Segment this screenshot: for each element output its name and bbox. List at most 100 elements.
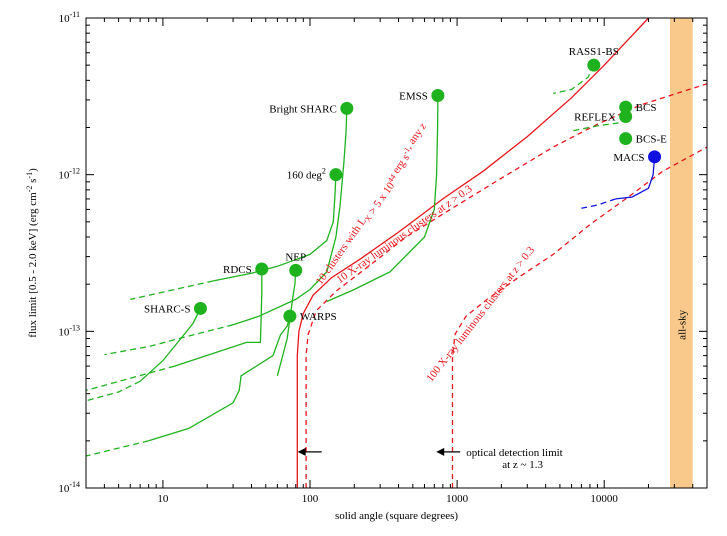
allsky-layer <box>669 18 693 488</box>
point-label: RDCS <box>223 264 252 276</box>
point-label-text: SHARC-S <box>144 303 190 315</box>
survey-point <box>619 100 633 114</box>
point-label-text: BCS-E <box>636 134 667 146</box>
y-tick-base: 10 <box>58 483 70 495</box>
survey-curve-dashed <box>553 64 595 95</box>
point-label: SHARC-S <box>144 303 190 315</box>
point-label-text: Bright SHARC <box>269 103 337 115</box>
y-title-part: s <box>27 179 39 186</box>
point-label: MACS <box>613 152 644 164</box>
optical-limit-line2: at z ~ 1.3 <box>502 459 543 471</box>
survey-curve <box>232 108 348 326</box>
x-axis-title: solid angle (square degrees) <box>335 510 458 522</box>
survey-point <box>431 89 445 103</box>
arrow-head <box>436 447 445 456</box>
point-label: WARPS <box>300 311 337 323</box>
point-label-text: RASS1-BS <box>569 46 619 58</box>
point-label-text: RDCS <box>223 264 252 276</box>
curve-label-part: z <box>416 120 429 132</box>
survey-point <box>648 150 662 164</box>
point-label-text: NEP <box>285 251 306 263</box>
y-tick-exp: -12 <box>69 167 80 176</box>
y-tick-exp: -11 <box>70 10 80 19</box>
y-tick-exp: -13 <box>69 323 80 332</box>
survey-point <box>255 262 269 276</box>
curve-label-part: -1 <box>401 145 412 156</box>
limit-curves <box>296 18 707 488</box>
y-tick-label: 10-13 <box>58 323 80 338</box>
curve-label-part: > 5 x 10 <box>365 180 398 219</box>
x-tick-label: 1000 <box>446 493 469 505</box>
axes: 10 100 1000 1000010-1410-1310-1210-11solid … <box>25 10 708 522</box>
y-tick-base: 10 <box>59 13 71 25</box>
y-tick-label: 10-14 <box>58 480 80 495</box>
point-label: Bright SHARC <box>269 103 337 115</box>
point-label: NEP <box>285 251 306 263</box>
survey-curve <box>326 95 439 303</box>
curve-label-part: > 0.3 <box>512 244 537 272</box>
point-label: 160 deg2 <box>287 167 326 182</box>
y-tick-exp: -14 <box>69 480 80 489</box>
survey-curve-dashed <box>581 198 617 209</box>
point-label-sup: 2 <box>322 167 326 176</box>
survey-point <box>289 263 303 277</box>
survey-curve <box>276 270 297 376</box>
y-tick-label: 10-11 <box>59 10 80 25</box>
survey-point <box>619 110 633 124</box>
point-label-text: WARPS <box>300 311 337 323</box>
point-label-text: REFLEX <box>574 112 616 124</box>
curve-label-part: erg s <box>389 152 412 178</box>
curve-label-part: 100 X-ray luminous clusters at <box>424 268 519 384</box>
x-tick-label: 10 <box>157 493 169 505</box>
arrow-head <box>297 447 306 456</box>
optical-limit-line1: optical detection limit <box>466 447 563 459</box>
survey-point <box>587 58 601 72</box>
survey-curve <box>174 269 263 367</box>
plot-frame <box>85 17 708 489</box>
point-label: EMSS <box>399 91 428 103</box>
point-label-text: BCS <box>636 102 657 114</box>
survey-curve-dashed <box>130 280 214 301</box>
survey-curve-dashed <box>86 440 149 457</box>
y-tick-base: 10 <box>58 170 70 182</box>
point-label: REFLEX <box>574 112 616 124</box>
curve-label-part: X <box>363 213 374 223</box>
allsky-band <box>669 18 693 488</box>
survey-curve <box>615 156 656 200</box>
survey-point <box>619 132 633 146</box>
survey-curve-dashed <box>104 324 234 356</box>
y-title-part: flux limit [0.5 - 2.0 keV] (erg cm <box>27 192 39 338</box>
limit-curve <box>305 83 707 488</box>
point-label: RASS1-BS <box>569 46 619 58</box>
point-label-text: 160 deg <box>287 170 323 182</box>
y-title-sup: -2 <box>25 186 34 193</box>
limit-curve <box>296 18 649 488</box>
point-label: BCS <box>636 102 657 114</box>
point-label-text: EMSS <box>399 91 428 103</box>
survey-curves <box>86 64 656 457</box>
survey-curve <box>139 308 202 382</box>
y-tick-base: 10 <box>58 326 70 338</box>
survey-point <box>193 301 207 315</box>
survey-curve-dashed <box>86 365 175 392</box>
survey-curve-dashed <box>86 380 141 402</box>
limit-curve <box>451 146 707 488</box>
point-label: BCS-E <box>636 134 667 146</box>
point-label-text: MACS <box>613 152 644 164</box>
y-title-sup: -1 <box>25 172 34 179</box>
x-tick-label: 10000 <box>590 493 618 505</box>
curve-label-part: z <box>442 197 454 210</box>
survey-curve <box>213 174 337 282</box>
allsky-label: all-sky <box>676 309 688 339</box>
curve-label: 100 X-ray luminous clusters at z > 0.3 <box>424 244 537 384</box>
survey-curve <box>148 316 291 442</box>
y-title-part: ) <box>27 168 39 172</box>
y-tick-label: 10-12 <box>58 167 80 182</box>
survey-point <box>329 168 343 182</box>
curve-label-part: 44 <box>386 173 398 185</box>
x-tick-label: 100 <box>302 493 319 505</box>
survey-points <box>193 58 662 323</box>
survey-point <box>283 309 297 323</box>
survey-point <box>340 101 354 115</box>
